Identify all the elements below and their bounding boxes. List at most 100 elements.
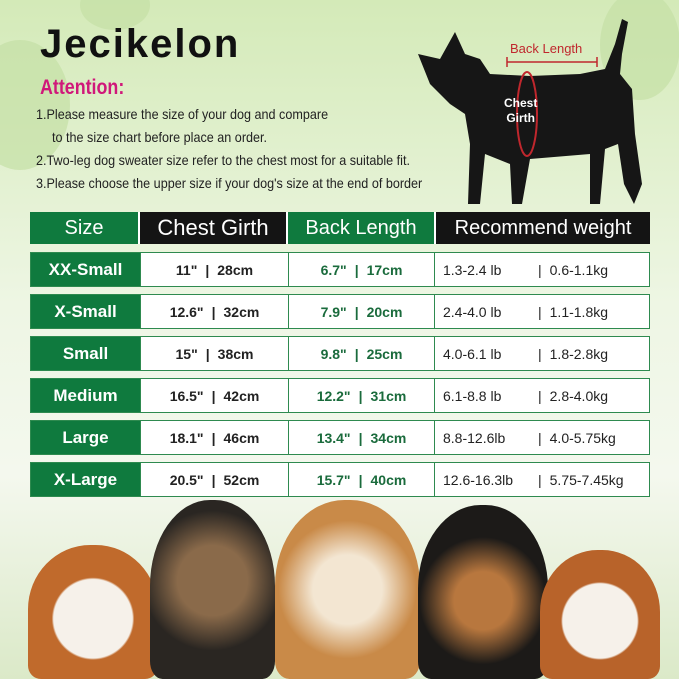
note-3: 3.Please choose the upper size if your d… <box>36 175 423 191</box>
dog-measurement-diagram: Back Length Chest Girth <box>410 14 650 204</box>
dog-photo <box>150 500 275 679</box>
weight-cell: 1.3-2.4 lb | 0.6-1.1kg <box>435 253 649 286</box>
separator: | <box>538 429 542 446</box>
table-header: Size Chest Girth Back Length Recommend w… <box>30 212 650 244</box>
separator: | <box>538 387 542 404</box>
size-cell: X-Small <box>31 295 141 328</box>
separator: | <box>538 471 542 488</box>
header-size: Size <box>30 212 140 244</box>
brand-title: Jecikelon <box>40 22 241 66</box>
table-row: XX-Small 11" | 28cm 6.7" | 17cm 1.3-2.4 lb | 0… <box>30 252 650 287</box>
chest-inches: 20.5" <box>169 471 204 488</box>
back-cm: 31cm <box>370 387 407 404</box>
table-row: X-Large 20.5" | 52cm 15.7" | 40cm 12.6-16.3l… <box>30 462 650 497</box>
weight-cell: 8.8-12.6lb | 4.0-5.75kg <box>435 421 649 454</box>
weight-kg: 4.0-5.75kg <box>549 429 616 446</box>
dog-photo <box>418 505 548 679</box>
header-back-length: Back Length <box>288 212 436 244</box>
weight-kg: 2.8-4.0kg <box>549 387 609 404</box>
size-cell: Medium <box>31 379 141 412</box>
weight-cell: 4.0-6.1 lb | 1.8-2.8kg <box>435 337 649 370</box>
separator: | <box>211 471 216 488</box>
table-row: Small 15" | 38cm 9.8" | 25cm 4.0-6.1 lb | 1.8-… <box>30 336 650 371</box>
weight-kg: 5.75-7.45kg <box>549 471 624 488</box>
separator: | <box>538 345 542 362</box>
chest-cm: 52cm <box>223 471 260 488</box>
back-cm: 17cm <box>366 261 403 278</box>
attention-heading: Attention: <box>40 76 125 99</box>
chest-inches: 15" <box>175 345 198 362</box>
dog-silhouette-icon <box>418 19 642 204</box>
weight-cell: 2.4-4.0 lb | 1.1-1.8kg <box>435 295 649 328</box>
chest-cell: 11" | 28cm <box>141 253 289 286</box>
chest-label: Chest <box>504 96 538 110</box>
note-1: 1.Please measure the size of your dog an… <box>36 106 329 122</box>
chest-cm: 42cm <box>223 387 260 404</box>
separator: | <box>211 429 216 446</box>
chest-girth-label: Chest Girth <box>504 96 537 126</box>
weight-kg: 0.6-1.1kg <box>549 261 609 278</box>
back-inches: 6.7" <box>320 261 347 278</box>
back-cm: 40cm <box>370 471 407 488</box>
back-inches: 9.8" <box>320 345 347 362</box>
chest-inches: 16.5" <box>169 387 204 404</box>
chest-inches: 11" <box>175 261 198 278</box>
separator: | <box>354 345 359 362</box>
chest-cell: 15" | 38cm <box>141 337 289 370</box>
back-cm: 25cm <box>366 345 403 362</box>
separator: | <box>211 303 216 320</box>
dog-photo <box>540 550 660 679</box>
chest-cm: 28cm <box>217 261 254 278</box>
back-cm: 20cm <box>366 303 403 320</box>
back-cell: 13.4" | 34cm <box>289 421 435 454</box>
weight-lb: 8.8-12.6lb <box>443 429 506 446</box>
size-cell: X-Large <box>31 463 141 496</box>
chest-inches: 18.1" <box>169 429 204 446</box>
size-cell: XX-Small <box>31 253 141 286</box>
size-cell: Small <box>31 337 141 370</box>
table-row: X-Small 12.6" | 32cm 7.9" | 20cm 2.4-4.0 lb |… <box>30 294 650 329</box>
table-row: Medium 16.5" | 42cm 12.2" | 31cm 6.1-8.8 lb |… <box>30 378 650 413</box>
separator: | <box>358 387 363 404</box>
header-chest-girth: Chest Girth <box>140 212 288 244</box>
back-cm: 34cm <box>370 429 407 446</box>
separator: | <box>358 429 363 446</box>
weight-lb: 6.1-8.8 lb <box>443 387 502 404</box>
separator: | <box>354 303 359 320</box>
separator: | <box>354 261 359 278</box>
back-cell: 12.2" | 31cm <box>289 379 435 412</box>
weight-lb: 12.6-16.3lb <box>443 471 514 488</box>
separator: | <box>358 471 363 488</box>
chest-cell: 12.6" | 32cm <box>141 295 289 328</box>
back-inches: 13.4" <box>316 429 351 446</box>
back-length-label: Back Length <box>510 41 583 56</box>
back-cell: 7.9" | 20cm <box>289 295 435 328</box>
weight-kg: 1.1-1.8kg <box>549 303 609 320</box>
chest-cell: 20.5" | 52cm <box>141 463 289 496</box>
separator: | <box>538 303 542 320</box>
separator: | <box>205 261 210 278</box>
chest-cm: 32cm <box>223 303 260 320</box>
size-cell: Large <box>31 421 141 454</box>
note-2: 2.Two-leg dog sweater size refer to the … <box>36 152 410 168</box>
back-inches: 12.2" <box>316 387 351 404</box>
back-inches: 15.7" <box>316 471 351 488</box>
note-1-cont: to the size chart before place an order. <box>52 129 268 145</box>
dog-photo <box>28 545 158 679</box>
back-cell: 9.8" | 25cm <box>289 337 435 370</box>
chest-cm: 46cm <box>223 429 260 446</box>
back-cell: 6.7" | 17cm <box>289 253 435 286</box>
separator: | <box>205 345 210 362</box>
weight-cell: 6.1-8.8 lb | 2.8-4.0kg <box>435 379 649 412</box>
dog-photos <box>0 500 679 679</box>
weight-lb: 1.3-2.4 lb <box>443 261 502 278</box>
chest-cm: 38cm <box>217 345 254 362</box>
back-cell: 15.7" | 40cm <box>289 463 435 496</box>
weight-lb: 2.4-4.0 lb <box>443 303 502 320</box>
dog-photo <box>275 500 420 679</box>
girth-label: Girth <box>506 111 535 125</box>
back-inches: 7.9" <box>320 303 347 320</box>
separator: | <box>211 387 216 404</box>
weight-cell: 12.6-16.3lb | 5.75-7.45kg <box>435 463 649 496</box>
weight-kg: 1.8-2.8kg <box>549 345 609 362</box>
